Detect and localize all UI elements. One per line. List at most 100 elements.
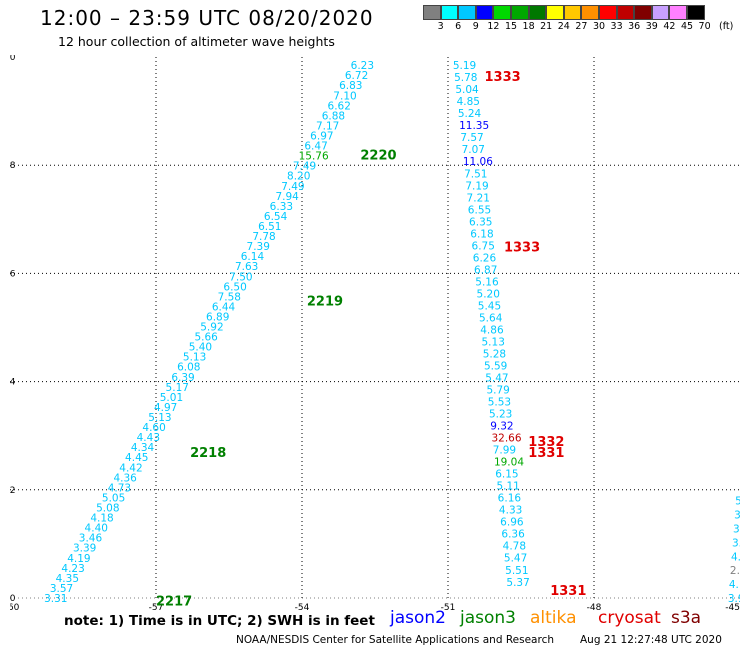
wave-height-value: 6.83 [339, 80, 362, 92]
y-tick-label: 34 [10, 378, 16, 388]
x-tick-label: -51 [441, 603, 456, 613]
color-swatch [634, 5, 652, 20]
color-scale-label: 39 [645, 21, 658, 32]
wave-height-value: 7.94 [275, 191, 299, 203]
color-scale-label: 42 [663, 21, 676, 32]
wave-height-value: 6.97 [310, 130, 333, 142]
y-tick-label: 40 [10, 55, 16, 63]
color-swatch [651, 5, 670, 20]
color-swatch [598, 5, 617, 20]
wave-height-value: 3. [733, 523, 740, 535]
wave-height-value: 5.37 [506, 577, 529, 589]
wave-height-value: 4.19 [729, 579, 740, 591]
color-scale-bar [423, 5, 705, 20]
color-scale-label: 9 [472, 21, 479, 32]
x-tick-label: -45 [725, 603, 740, 613]
satellite-legend-altika: altika [530, 608, 577, 628]
track-pass-label: 2218 [190, 446, 226, 461]
wave-height-value: 4.35 [56, 573, 79, 585]
wave-height-value: 7.10 [333, 90, 356, 102]
wave-height-value: 6.50 [223, 281, 246, 293]
wave-height-value: 5.05 [102, 492, 125, 504]
wave-height-value: 4.34 [131, 442, 155, 454]
wave-height-value: 3.91 [728, 593, 740, 605]
wave-height-value: 15.76 [299, 151, 329, 163]
wave-height-value: 4.33 [499, 505, 522, 517]
color-swatch [493, 5, 511, 20]
color-swatch [563, 5, 582, 20]
color-scale-label: 27 [575, 21, 588, 32]
wave-height-value: 6.26 [473, 252, 497, 264]
wave-height-value: 7.17 [316, 120, 339, 132]
wave-height-value: 7.78 [252, 231, 275, 243]
wave-height-map: -60-57-54-51-48-453032343638403.313.574.… [10, 55, 740, 613]
wave-height-value: 5.64 [479, 312, 503, 324]
color-swatch [475, 5, 494, 20]
color-scale-label: 15 [504, 21, 518, 32]
wave-height-value: 6.39 [171, 372, 194, 384]
color-scale-label: 12 [487, 21, 500, 32]
wave-height-value: 5.92 [200, 322, 223, 334]
wave-height-value: 2.87 [730, 565, 740, 577]
color-swatch [616, 5, 635, 20]
wave-height-value: 7.51 [464, 168, 487, 180]
wave-height-value: 3.57 [50, 583, 73, 595]
satellite-legend-jason2: jason2 [390, 608, 446, 628]
wave-height-value: 5.13 [183, 352, 206, 364]
color-swatch [440, 5, 459, 20]
wave-height-value: 6.72 [345, 70, 368, 82]
wave-height-value: 6.54 [264, 211, 288, 223]
x-tick-label: -60 [10, 603, 20, 613]
wave-height-value: 7.39 [247, 241, 270, 253]
wave-height-value: 3. [734, 510, 740, 522]
wave-height-value: 5.40 [189, 342, 212, 354]
track-pass-label: 1331 [550, 584, 586, 599]
track-pass-label: 1333 [504, 240, 540, 255]
wave-height-value: 7.19 [465, 180, 488, 192]
color-swatch [423, 5, 441, 20]
x-tick-label: -57 [149, 603, 164, 613]
wave-height-value: 6.14 [241, 251, 265, 263]
track-pass-label: 2217 [156, 595, 192, 610]
wave-height-value: 6.47 [304, 141, 327, 153]
wave-height-value: 11.35 [459, 120, 489, 132]
wave-height-value: 9.32 [490, 421, 513, 433]
color-scale-label: 45 [680, 21, 694, 32]
wave-height-value: 32.66 [491, 433, 521, 445]
color-swatch [581, 5, 599, 20]
wave-height-value: 6.44 [212, 301, 236, 313]
color-scale-label: 18 [522, 21, 535, 32]
wave-height-value: 3.31 [44, 593, 67, 605]
track-pass-label: 1332 [528, 435, 564, 450]
wave-height-value: 19.04 [494, 457, 524, 469]
wave-height-value: 8.20 [287, 171, 310, 183]
wave-height-value: 5.11 [496, 481, 519, 493]
wave-height-value: 5.13 [482, 336, 505, 348]
wave-height-value: 5.17 [166, 382, 189, 394]
color-scale-label: 70 [698, 21, 711, 32]
wave-height-value: 5.19 [453, 60, 476, 72]
color-scale-label: 21 [540, 21, 553, 32]
wave-height-value: 4.73 [108, 482, 131, 494]
track-pass-label: 1333 [485, 70, 521, 85]
wave-height-value: 5.59 [484, 360, 507, 372]
wave-height-value: 6.08 [177, 362, 200, 374]
satellite-legend-s3a: s3a [671, 608, 702, 628]
page-title: 12:00 – 23:59 UTC 08/20/2020 [40, 6, 374, 30]
wave-height-value: 6.18 [470, 228, 493, 240]
wave-height-value: 6.36 [501, 529, 525, 541]
track-pass-label: 2219 [307, 294, 343, 309]
timestamp-text: Aug 21 12:27:48 UTC 2020 [580, 634, 722, 646]
track-pass-label: 1331 [528, 446, 564, 461]
wave-height-value: 7.49 [293, 161, 316, 173]
wave-height-value: 4.3 [731, 551, 740, 563]
wave-height-value: 7.50 [229, 271, 252, 283]
wave-height-value: 4.42 [119, 462, 142, 474]
wave-height-value: 6.96 [500, 517, 524, 529]
color-swatch [458, 5, 476, 20]
wave-height-value: 5.24 [458, 108, 482, 120]
wave-height-value: 3. [732, 537, 740, 549]
x-tick-label: -54 [295, 603, 310, 613]
color-scale-label: (ft) [719, 21, 734, 32]
wave-height-value: 6.75 [472, 240, 495, 252]
